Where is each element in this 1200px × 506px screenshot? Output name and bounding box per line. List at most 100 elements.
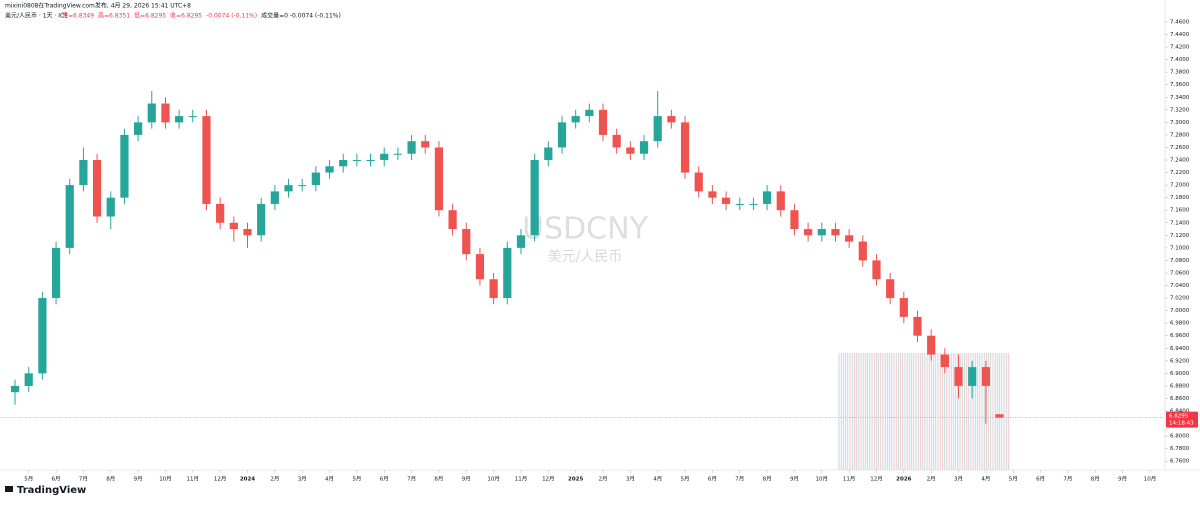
- last-price-label: 6.8295: [1169, 414, 1189, 420]
- y-tick-label: 7.0200: [1170, 296, 1190, 302]
- x-tick-label: 5月: [1009, 476, 1018, 483]
- x-tick-label: 11月: [187, 476, 200, 483]
- candle-body: [380, 153, 389, 161]
- x-tick-label: 12月: [870, 476, 883, 483]
- x-tick-label: 9月: [462, 476, 471, 483]
- x-tick-label: 12月: [542, 476, 555, 483]
- x-tick-label: 7月: [79, 476, 88, 483]
- candle-body: [776, 191, 785, 211]
- candle-body: [735, 203, 744, 205]
- volume-profile: [838, 353, 1010, 470]
- candle-body: [51, 247, 61, 299]
- candle-body: [24, 373, 33, 386]
- candle-body: [749, 203, 758, 205]
- x-tick-label: 7月: [407, 476, 416, 483]
- x-tick-label: 11月: [843, 476, 856, 483]
- y-tick-label: 7.1400: [1170, 220, 1190, 226]
- y-tick-label: 6.9200: [1170, 358, 1190, 364]
- candle-body: [790, 210, 799, 230]
- x-tick-label: 8月: [106, 476, 115, 483]
- logo-icon: [5, 486, 13, 492]
- candle-body: [585, 109, 594, 117]
- countdown: 14:18:43: [1169, 421, 1194, 427]
- candles: [10, 90, 1004, 424]
- y-tick-label: 7.1600: [1170, 208, 1190, 214]
- candle-body: [667, 116, 676, 123]
- y-tick-label: 7.2800: [1170, 132, 1190, 138]
- candle-body: [530, 160, 539, 236]
- candle-body: [161, 103, 170, 123]
- candle-body: [831, 229, 840, 236]
- x-tick-label: 9月: [1118, 476, 1127, 483]
- candle-body: [120, 134, 129, 198]
- candle-body: [147, 103, 156, 123]
- x-tick-label: 4月: [325, 476, 334, 483]
- logo: TradingView: [5, 485, 86, 496]
- x-tick-label: 8月: [434, 476, 443, 483]
- y-tick-label: 7.4600: [1170, 19, 1190, 25]
- y-tick-label: 7.1200: [1170, 233, 1190, 239]
- candle-body: [516, 235, 526, 248]
- watermark: USDCNY: [522, 212, 648, 247]
- candle-body: [940, 354, 949, 368]
- candle-body: [65, 185, 74, 248]
- y-tick-label: 7.3000: [1170, 120, 1190, 126]
- x-tick-label: 10月: [1144, 476, 1157, 483]
- x-tick-label: 3月: [298, 476, 307, 483]
- y-tick-label: 7.0400: [1170, 283, 1190, 289]
- candle-body: [899, 298, 908, 317]
- candle-body: [298, 185, 307, 187]
- candle-body: [38, 298, 47, 374]
- candle-body: [954, 367, 963, 386]
- candle-body: [503, 247, 512, 299]
- x-tick-label: 2024: [240, 477, 255, 483]
- candle-body: [639, 141, 649, 154]
- y-tick-label: 7.3200: [1170, 107, 1190, 113]
- x-tick-label: 6月: [380, 476, 389, 483]
- y-tick-label: 6.7800: [1170, 446, 1190, 452]
- y-tick-label: 6.9600: [1170, 333, 1190, 339]
- candle-body: [845, 235, 854, 242]
- candle-body: [462, 229, 471, 255]
- candle-body: [694, 172, 703, 192]
- candle-body: [134, 122, 143, 135]
- x-tick-label: 2025: [568, 477, 583, 483]
- y-tick-label: 6.8000: [1170, 434, 1190, 440]
- candle-body: [612, 134, 621, 148]
- candle-body: [995, 414, 1004, 418]
- x-tick-label: 10月: [487, 476, 500, 483]
- candle-body: [448, 210, 457, 230]
- candle-body: [79, 160, 88, 186]
- y-tick-label: 7.2400: [1170, 158, 1190, 164]
- y-tick-label: 7.0600: [1170, 270, 1190, 276]
- candle-body: [188, 116, 197, 118]
- y-tick-label: 7.2600: [1170, 145, 1190, 151]
- ohlc-legend: 开=6.8349 高=6.8351 低=6.8295 收=6.8295 -0.0074 …: [62, 12, 341, 20]
- x-tick-label: 2月: [270, 476, 279, 483]
- x-tick-label: 4月: [981, 476, 990, 483]
- candle-body: [92, 160, 102, 217]
- candle-body: [366, 160, 375, 162]
- x-tick-label: 10月: [816, 476, 829, 483]
- candle-body: [721, 197, 731, 204]
- y-tick-label: 6.7600: [1170, 459, 1190, 465]
- candle-body: [598, 109, 608, 135]
- candle-body: [817, 229, 826, 236]
- candle-body: [708, 191, 717, 198]
- y-tick-label: 7.1800: [1170, 195, 1190, 201]
- y-tick-label: 7.1000: [1170, 245, 1190, 251]
- ohlc-value: -0.0074 (-0.11%): [206, 13, 257, 20]
- y-tick-label: 7.3400: [1170, 95, 1190, 101]
- x-tick-label: 10月: [159, 476, 172, 483]
- candle-body: [352, 160, 361, 162]
- x-tick-label: 7月: [1063, 476, 1072, 483]
- x-tick-label: 6月: [708, 476, 717, 483]
- x-tick-label: 12月: [214, 476, 227, 483]
- x-tick-label: 8月: [1091, 476, 1100, 483]
- candle-body: [680, 122, 690, 173]
- y-tick-label: 7.4000: [1170, 57, 1190, 63]
- x-tick-label: 7月: [735, 476, 744, 483]
- x-tick-label: 5月: [352, 476, 361, 483]
- x-tick-label: 5月: [681, 476, 690, 483]
